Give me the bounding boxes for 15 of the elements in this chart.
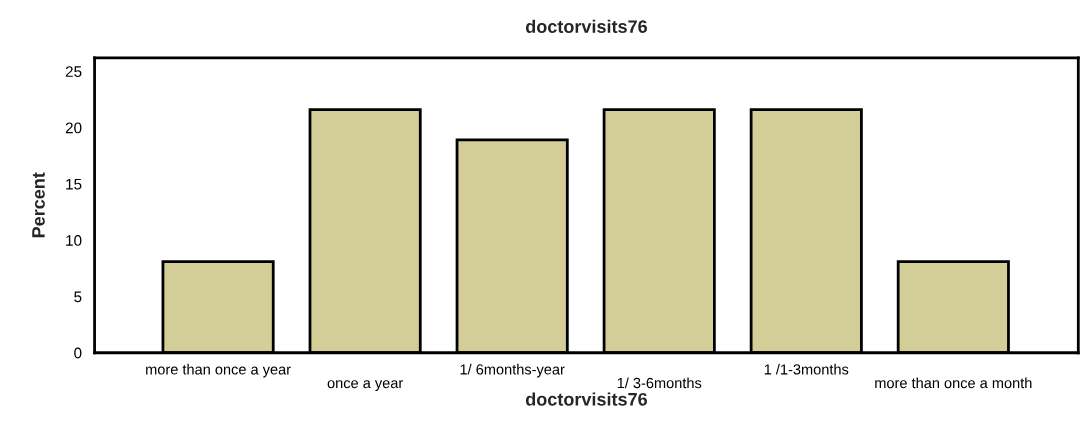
- chart-title: doctorvisits76: [525, 19, 647, 33]
- x-tick-label: more than once a year: [146, 363, 291, 378]
- y-tick-label: 15: [66, 178, 82, 190]
- x-tick-label: more than once a month: [875, 377, 1032, 389]
- y-tick-label: 20: [65, 122, 82, 134]
- x-axis-title: doctorvisits76: [525, 392, 647, 406]
- x-tick-label: 1/ 3-6months: [617, 377, 702, 389]
- x-tick-label: 1 /1-3months: [764, 363, 849, 375]
- x-tick-label: once a year: [327, 380, 403, 392]
- y-tick-label: 10: [66, 235, 82, 246]
- x-tick-label: 1/ 6months-year: [460, 363, 565, 378]
- y-tick-label: 0: [74, 347, 82, 359]
- y-axis-title: Percent: [32, 172, 45, 238]
- y-tick-label: 25: [65, 66, 82, 77]
- y-tick-label: 5: [74, 291, 82, 303]
